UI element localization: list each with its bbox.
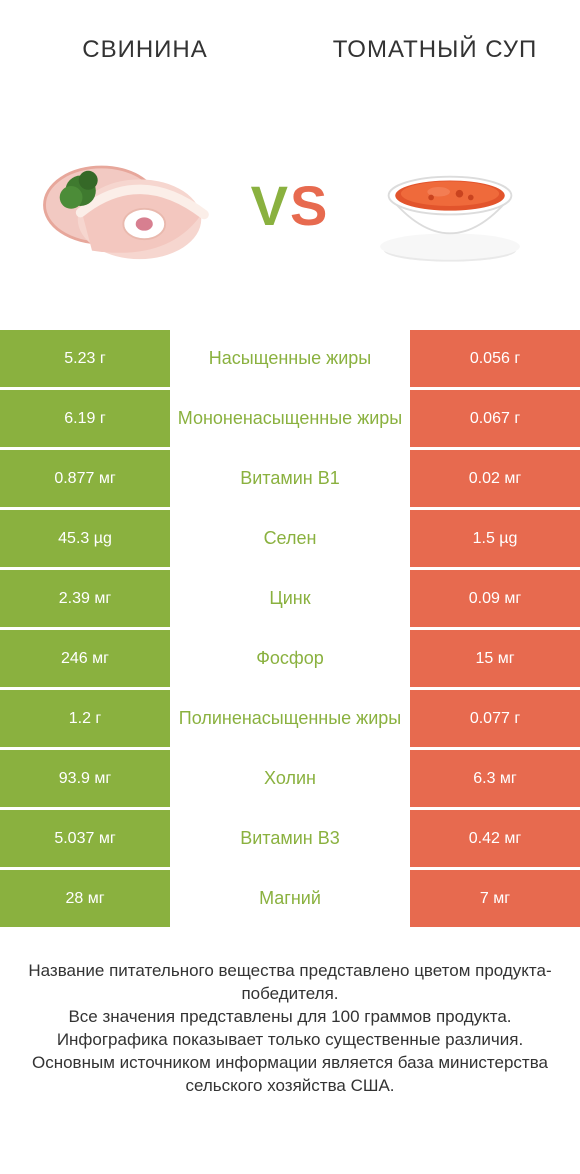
table-row: 1.2 гПолиненасыщенные жиры0.077 г [0, 690, 580, 750]
header: Свинина Томатный суп [0, 0, 580, 100]
footer: Название питательного вещества представл… [0, 930, 580, 1118]
footer-line-3: Инфографика показывает только существенн… [20, 1029, 560, 1052]
cell-left: 5.037 мг [0, 810, 170, 867]
cell-nutrient: Мононенасыщенные жиры [170, 390, 410, 447]
cell-nutrient: Холин [170, 750, 410, 807]
cell-nutrient: Селен [170, 510, 410, 567]
cell-nutrient: Витамин B1 [170, 450, 410, 507]
cell-nutrient: Насыщенные жиры [170, 330, 410, 387]
table-row: 0.877 мгВитамин B10.02 мг [0, 450, 580, 510]
footer-line-2: Все значения представлены для 100 граммо… [20, 1006, 560, 1029]
cell-left: 93.9 мг [0, 750, 170, 807]
title-left: Свинина [0, 36, 290, 64]
table-row: 45.3 µgСелен1.5 µg [0, 510, 580, 570]
vs-label: VS [251, 173, 330, 238]
table-row: 2.39 мгЦинк0.09 мг [0, 570, 580, 630]
cell-nutrient: Фосфор [170, 630, 410, 687]
cell-right: 7 мг [410, 870, 580, 927]
comparison-table: 5.23 гНасыщенные жиры0.056 г6.19 гМононе… [0, 330, 580, 930]
title-right: Томатный суп [290, 36, 580, 64]
cell-right: 0.067 г [410, 390, 580, 447]
cell-right: 0.02 мг [410, 450, 580, 507]
table-row: 93.9 мгХолин6.3 мг [0, 750, 580, 810]
cell-left: 45.3 µg [0, 510, 170, 567]
cell-left: 0.877 мг [0, 450, 170, 507]
cell-nutrient: Витамин B3 [170, 810, 410, 867]
table-row: 246 мгФосфор15 мг [0, 630, 580, 690]
table-row: 28 мгМагний7 мг [0, 870, 580, 930]
footer-line-4: Основным источником информации является … [20, 1052, 560, 1098]
cell-right: 6.3 мг [410, 750, 580, 807]
cell-left: 1.2 г [0, 690, 170, 747]
table-row: 5.23 гНасыщенные жиры0.056 г [0, 330, 580, 390]
cell-right: 0.42 мг [410, 810, 580, 867]
cell-left: 5.23 г [0, 330, 170, 387]
cell-right: 0.09 мг [410, 570, 580, 627]
cell-left: 6.19 г [0, 390, 170, 447]
cell-right: 15 мг [410, 630, 580, 687]
table-row: 5.037 мгВитамин B30.42 мг [0, 810, 580, 870]
cell-nutrient: Полиненасыщенные жиры [170, 690, 410, 747]
soup-image [350, 125, 550, 285]
vs-v: V [251, 174, 290, 237]
cell-left: 2.39 мг [0, 570, 170, 627]
cell-right: 0.077 г [410, 690, 580, 747]
footer-line-1: Название питательного вещества представл… [20, 960, 560, 1006]
cell-nutrient: Магний [170, 870, 410, 927]
cell-right: 1.5 µg [410, 510, 580, 567]
pork-image [30, 125, 230, 285]
cell-left: 246 мг [0, 630, 170, 687]
table-row: 6.19 гМононенасыщенные жиры0.067 г [0, 390, 580, 450]
images-row: VS [0, 100, 580, 330]
cell-right: 0.056 г [410, 330, 580, 387]
cell-left: 28 мг [0, 870, 170, 927]
cell-nutrient: Цинк [170, 570, 410, 627]
vs-s: S [290, 174, 329, 237]
